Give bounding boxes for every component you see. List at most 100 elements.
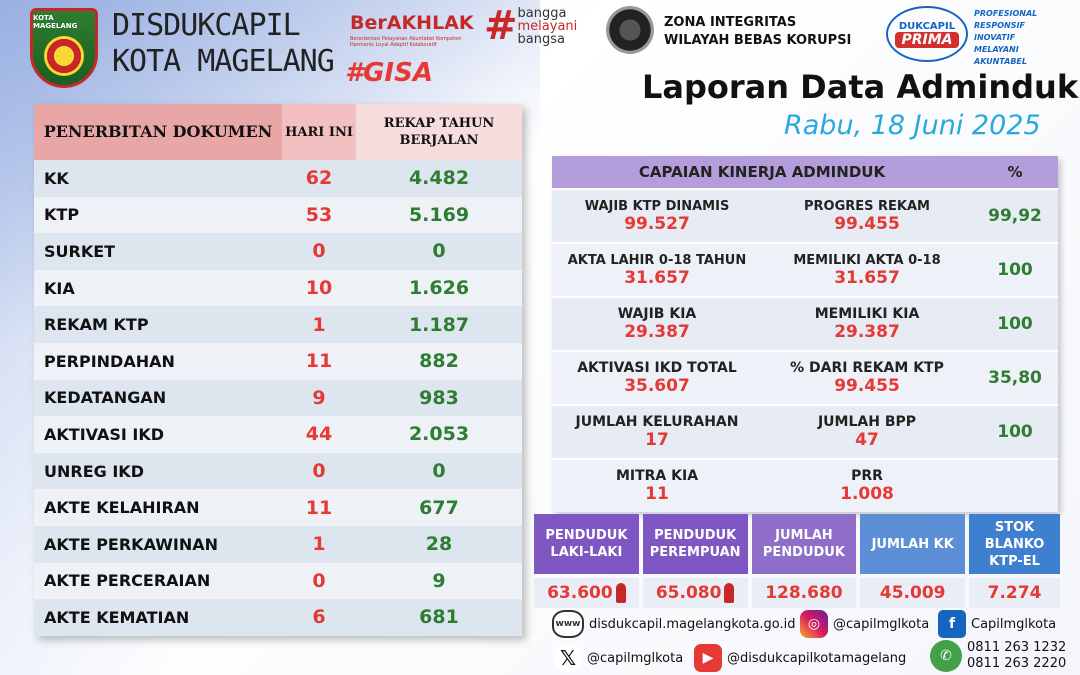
year-total: 4.482 <box>408 167 470 190</box>
gisa-logo: #GISA <box>345 58 433 88</box>
year-total: 1.187 <box>408 313 470 336</box>
population-value-box: 65.080 <box>642 578 748 608</box>
today-count: 53 <box>305 203 333 226</box>
header-document: PENERBITAN DOKUMEN <box>34 104 282 160</box>
metric-label: WAJIB KIA <box>617 306 697 322</box>
report-date: Rabu, 18 Juni 2025 <box>784 110 1041 141</box>
population-summary: PENDUDUK LAKI-LAKI 63.600 PENDUDUK PEREMPU… <box>534 514 1060 608</box>
metric-label: PROGRES REKAM <box>803 198 930 214</box>
year-total: 681 <box>419 606 459 629</box>
berakhlak-logo: BerAKHLAK <box>350 12 474 34</box>
year-total: 5.169 <box>408 203 470 226</box>
metric-label: AKTA LAHIR 0-18 TAHUN <box>567 252 747 268</box>
emblem-icon <box>44 36 84 76</box>
document-name: SURKET <box>44 241 116 261</box>
metric-value: 1.008 <box>840 484 894 504</box>
today-count: 10 <box>305 277 333 300</box>
youtube-icon: ▶ <box>694 644 722 672</box>
document-name: PERPINDAHAN <box>44 351 175 371</box>
metric-label: MEMILIKI KIA <box>814 306 920 322</box>
metric-percent: 100 <box>997 260 1033 280</box>
metric-label: WAJIB KTP DINAMIS <box>584 198 730 214</box>
performance-row: JUMLAH KELURAHAN 17 JUMLAH BPP 47 100 <box>552 404 1058 458</box>
table-row: AKTE PERKAWINAN 1 28 <box>34 525 522 563</box>
population-value: 65.080 <box>655 583 722 603</box>
document-name: KEDATANGAN <box>44 388 167 408</box>
metric-value: 29.387 <box>834 322 900 342</box>
person-icon <box>724 583 735 603</box>
table-row: AKTE PERCERAIAN 0 9 <box>34 562 522 600</box>
document-issuance-table: PENERBITAN DOKUMEN HARI INI REKAP TAHUN … <box>34 104 522 636</box>
dukcapil-prima-logo: DUKCAPIL PRIMA <box>886 6 968 62</box>
today-count: 0 <box>312 240 326 263</box>
document-name: UNREG IKD <box>44 461 144 481</box>
metric-value: 47 <box>855 430 879 450</box>
facebook-icon: f <box>938 610 966 638</box>
youtube-link[interactable]: ▶ @disdukcapilkotamagelang <box>694 644 906 672</box>
document-name: AKTE PERCERAIAN <box>44 571 211 591</box>
metric-left: MITRA KIA 11 <box>552 460 762 512</box>
document-name: KTP <box>44 205 80 225</box>
metric-percent: 100 <box>997 422 1033 442</box>
table-row: REKAM KTP 1 1.187 <box>34 306 522 343</box>
population-label: PENDUDUK LAKI-LAKI <box>534 514 639 574</box>
metric-value: 11 <box>645 484 669 504</box>
instagram-link[interactable]: ◎ @capilmglkota <box>800 610 929 638</box>
population-label: JUMLAH PENDUDUK <box>751 514 857 574</box>
table-row: KTP 53 5.169 <box>34 196 522 234</box>
document-name: KK <box>44 168 69 188</box>
metric-label: JUMLAH KELURAHAN <box>575 414 739 430</box>
website-link[interactable]: www disdukcapil.magelangkota.go.id <box>552 610 796 638</box>
bangga-melayani-logo: # bangga melayani bangsa <box>484 6 577 46</box>
metric-left: AKTIVASI IKD TOTAL 35.607 <box>552 352 762 404</box>
metric-label: MEMILIKI AKTA 0-18 <box>793 252 941 268</box>
table-row: AKTIVASI IKD 44 2.053 <box>34 416 522 453</box>
metric-right: MEMILIKI AKTA 0-18 31.657 <box>762 244 972 296</box>
year-total: 9 <box>432 569 446 592</box>
metric-value: 99.527 <box>624 213 690 234</box>
document-name: KIA <box>44 278 75 298</box>
today-count: 9 <box>312 386 326 409</box>
table-row: UNREG IKD 0 0 <box>34 452 522 490</box>
table-row: KIA 10 1.626 <box>34 269 522 307</box>
metric-right: JUMLAH BPP 47 <box>762 406 972 458</box>
metric-percent: 35,80 <box>988 368 1042 388</box>
prima-tagline: PROFESIONAL RESPONSIF INOVATIF MELAYANI … <box>974 9 1038 66</box>
twitter-link[interactable]: 𝕏 @capilmglkota <box>554 644 683 672</box>
org-title: DISDUKCAPIL KOTA MAGELANG <box>112 8 335 80</box>
metric-right: % DARI REKAM KTP 99.455 <box>762 352 972 404</box>
today-count: 44 <box>305 423 333 446</box>
metric-right: MEMILIKI KIA 29.387 <box>762 298 972 350</box>
population-item: PENDUDUK LAKI-LAKI 63.600 <box>534 514 639 608</box>
facebook-link[interactable]: f Capilmglkota <box>938 610 1056 638</box>
table-row: SURKET 0 0 <box>34 233 522 270</box>
population-label: PENDUDUK PEREMPUAN <box>642 514 748 574</box>
population-value-box: 128.680 <box>751 578 857 608</box>
year-total: 28 <box>425 533 453 556</box>
table-body: KK 62 4.482 KTP 53 5.169 SURKET 0 0 KIA 10 1.626 REK… <box>34 160 522 636</box>
metric-left: JUMLAH KELURAHAN 17 <box>552 406 762 458</box>
org-title-line1: DISDUKCAPIL <box>112 8 301 43</box>
table-row: AKTE KELAHIRAN 11 677 <box>34 489 522 526</box>
report-title: Laporan Data Adminduk <box>642 68 1079 106</box>
metric-value: 31.657 <box>624 267 690 288</box>
metric-left: WAJIB KIA 29.387 <box>552 298 762 350</box>
metric-value: 99.455 <box>834 213 900 234</box>
population-value: 7.274 <box>987 583 1042 603</box>
zona-integritas-seal-icon <box>606 6 654 54</box>
metric-label: AKTIVASI IKD TOTAL <box>577 360 737 376</box>
document-name: REKAM KTP <box>44 315 149 335</box>
metric-value: 29.387 <box>624 322 690 342</box>
table-row: PERPINDAHAN 11 882 <box>34 342 522 380</box>
today-count: 6 <box>312 606 326 629</box>
whatsapp-contact[interactable]: ✆ 0811 263 1232 0811 263 2220 <box>930 640 1066 672</box>
logo-text: KOTA MAGELANG <box>33 14 78 30</box>
table-row: AKTE KEMATIAN 6 681 <box>34 599 522 636</box>
population-value: 128.680 <box>765 583 843 603</box>
metric-value: 17 <box>645 430 669 450</box>
whatsapp-icon: ✆ <box>930 640 962 672</box>
metric-left: WAJIB KTP DINAMIS 99.527 <box>552 190 762 242</box>
year-total: 2.053 <box>408 423 470 446</box>
year-total: 0 <box>432 240 446 263</box>
document-name: AKTIVASI IKD <box>44 424 165 444</box>
